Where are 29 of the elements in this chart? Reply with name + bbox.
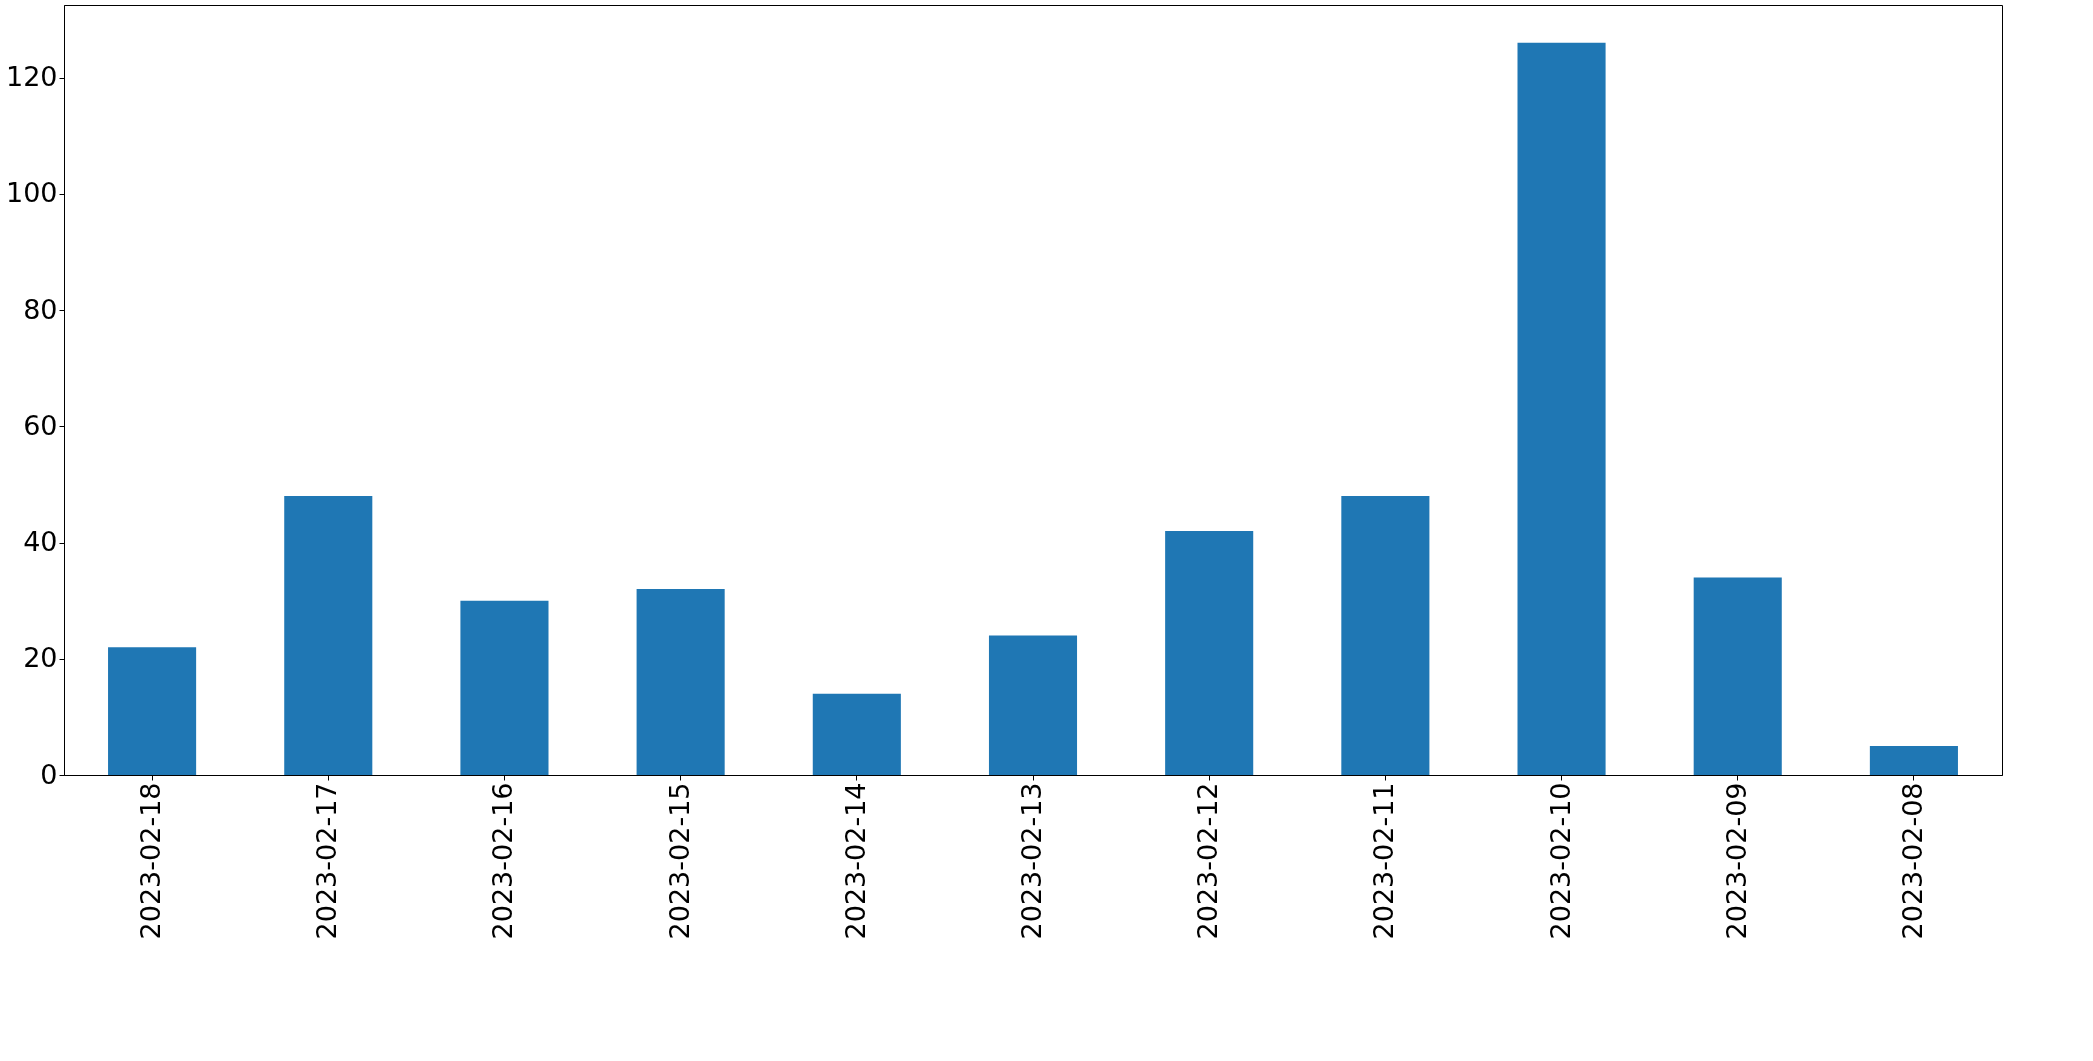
bar bbox=[988, 635, 1078, 775]
bar bbox=[1693, 577, 1782, 775]
x-tick-label: 2023-02-18 bbox=[135, 782, 167, 940]
y-tick-label: 40 bbox=[23, 526, 58, 558]
x-tick-label: 2023-02-15 bbox=[663, 782, 695, 940]
x-tick-label: 2023-02-08 bbox=[1896, 782, 1928, 940]
y-tick-label: 0 bbox=[40, 758, 58, 790]
x-tick-label: 2023-02-17 bbox=[311, 782, 343, 940]
bar bbox=[812, 693, 901, 775]
x-tick-label: 2023-02-09 bbox=[1720, 782, 1752, 940]
x-tick-label: 2023-02-16 bbox=[487, 782, 519, 940]
x-tick-label: 2023-02-14 bbox=[839, 782, 871, 940]
bar bbox=[108, 647, 197, 775]
bar bbox=[1165, 530, 1254, 775]
y-tick-label: 60 bbox=[23, 409, 58, 441]
x-tick-label: 2023-02-12 bbox=[1192, 782, 1224, 940]
bar bbox=[460, 600, 549, 775]
x-tick-label: 2023-02-13 bbox=[1016, 782, 1047, 940]
y-tick-label: 80 bbox=[23, 293, 58, 325]
x-tick-label: 2023-02-10 bbox=[1544, 782, 1576, 940]
bar bbox=[1869, 745, 1958, 775]
x-tick-label: 2023-02-11 bbox=[1368, 782, 1400, 940]
y-tick-label: 120 bbox=[5, 61, 58, 93]
bar bbox=[1517, 42, 1606, 775]
y-tick-label: 20 bbox=[23, 642, 58, 674]
bar bbox=[284, 496, 373, 775]
y-tick-label: 100 bbox=[5, 177, 58, 209]
bar bbox=[1341, 496, 1430, 775]
bar bbox=[636, 589, 725, 775]
